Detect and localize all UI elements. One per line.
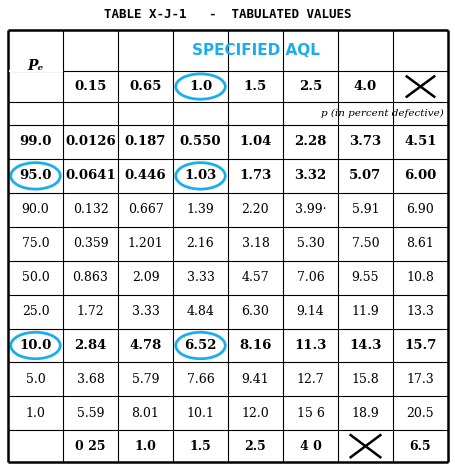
Text: 5.79: 5.79: [131, 373, 159, 386]
Text: 1.5: 1.5: [243, 80, 267, 93]
Text: 0.446: 0.446: [124, 169, 166, 182]
Text: 8.61: 8.61: [406, 237, 434, 250]
Text: 7.06: 7.06: [296, 271, 324, 284]
Text: 0 25: 0 25: [75, 439, 106, 453]
Text: 5.0: 5.0: [25, 373, 46, 386]
Text: 15 6: 15 6: [296, 407, 324, 420]
Text: 10.1: 10.1: [186, 407, 214, 420]
Text: 4.51: 4.51: [403, 135, 436, 149]
Text: 15.7: 15.7: [404, 339, 436, 352]
Text: 4.78: 4.78: [129, 339, 161, 352]
Text: 0.550: 0.550: [179, 135, 221, 149]
Text: 6.5: 6.5: [409, 439, 430, 453]
Text: 3.32: 3.32: [294, 169, 326, 182]
Text: 11.9: 11.9: [351, 305, 379, 318]
Text: 9.14: 9.14: [296, 305, 324, 318]
Text: 1.5: 1.5: [189, 439, 211, 453]
Text: 2.28: 2.28: [293, 135, 326, 149]
Text: 1.0: 1.0: [134, 439, 156, 453]
Text: 0.15: 0.15: [74, 80, 106, 93]
Text: 18.9: 18.9: [351, 407, 379, 420]
Text: 3.68: 3.68: [76, 373, 104, 386]
Text: 5.30: 5.30: [296, 237, 324, 250]
Text: 2.09: 2.09: [131, 271, 159, 284]
Text: 0.863: 0.863: [72, 271, 108, 284]
Text: 50.0: 50.0: [21, 271, 49, 284]
Text: 6.00: 6.00: [404, 169, 435, 182]
Text: p (in percent defective): p (in percent defective): [320, 109, 443, 118]
Text: 3.33: 3.33: [186, 271, 214, 284]
Text: 6.52: 6.52: [184, 339, 216, 352]
Text: 1.201: 1.201: [127, 237, 163, 250]
Text: 14.3: 14.3: [349, 339, 381, 352]
Text: 90.0: 90.0: [21, 204, 49, 216]
Text: 3.33: 3.33: [131, 305, 159, 318]
Text: 0.0126: 0.0126: [65, 135, 116, 149]
Text: 2.5: 2.5: [244, 439, 266, 453]
Text: 8.16: 8.16: [239, 339, 271, 352]
Text: 20.5: 20.5: [406, 407, 433, 420]
Text: 0.667: 0.667: [127, 204, 163, 216]
Text: 13.3: 13.3: [406, 305, 434, 318]
Text: 9.55: 9.55: [351, 271, 379, 284]
Text: 6.90: 6.90: [406, 204, 434, 216]
Text: 95.0: 95.0: [19, 169, 51, 182]
Text: 1.0: 1.0: [188, 80, 212, 93]
Text: 4.57: 4.57: [241, 271, 269, 284]
Text: 4.0: 4.0: [353, 80, 376, 93]
Text: 1.39: 1.39: [186, 204, 214, 216]
Text: 5.07: 5.07: [349, 169, 381, 182]
Text: 0.0641: 0.0641: [65, 169, 116, 182]
Text: 2.20: 2.20: [241, 204, 269, 216]
Text: SPECIFIED AQL: SPECIFIED AQL: [191, 43, 319, 58]
Text: 4.84: 4.84: [186, 305, 214, 318]
Text: 11.3: 11.3: [293, 339, 326, 352]
Text: 75.0: 75.0: [22, 237, 49, 250]
Text: 17.3: 17.3: [406, 373, 434, 386]
Text: 6.30: 6.30: [241, 305, 269, 318]
Text: 10.0: 10.0: [20, 339, 51, 352]
Text: 25.0: 25.0: [22, 305, 49, 318]
Text: 0.187: 0.187: [125, 135, 166, 149]
Text: 9.41: 9.41: [241, 373, 269, 386]
Text: 1.04: 1.04: [239, 135, 271, 149]
Text: 1.73: 1.73: [239, 169, 271, 182]
Text: 1.03: 1.03: [184, 169, 216, 182]
Text: 7.66: 7.66: [186, 373, 214, 386]
Text: 7.50: 7.50: [351, 237, 379, 250]
Text: 3.99·: 3.99·: [294, 204, 325, 216]
Text: 1.0: 1.0: [25, 407, 46, 420]
Text: 5.91: 5.91: [351, 204, 379, 216]
Text: 2.84: 2.84: [74, 339, 106, 352]
Text: 0.132: 0.132: [72, 204, 108, 216]
Text: 99.0: 99.0: [19, 135, 51, 149]
Text: 2.16: 2.16: [186, 237, 214, 250]
Text: TABLE X-J-1   -  TABULATED VALUES: TABLE X-J-1 - TABULATED VALUES: [104, 8, 351, 22]
Text: 8.01: 8.01: [131, 407, 159, 420]
Text: 15.8: 15.8: [351, 373, 379, 386]
Text: 0.65: 0.65: [129, 80, 162, 93]
Text: 12.0: 12.0: [241, 407, 269, 420]
Text: 3.18: 3.18: [241, 237, 269, 250]
Text: 10.8: 10.8: [406, 271, 434, 284]
Text: 2.5: 2.5: [298, 80, 321, 93]
Text: 12.7: 12.7: [296, 373, 324, 386]
Text: 3.73: 3.73: [349, 135, 381, 149]
Text: 5.59: 5.59: [76, 407, 104, 420]
Text: Pₑ: Pₑ: [27, 59, 44, 73]
Text: 4 0: 4 0: [299, 439, 321, 453]
Text: 1.72: 1.72: [76, 305, 104, 318]
Text: 0.359: 0.359: [72, 237, 108, 250]
